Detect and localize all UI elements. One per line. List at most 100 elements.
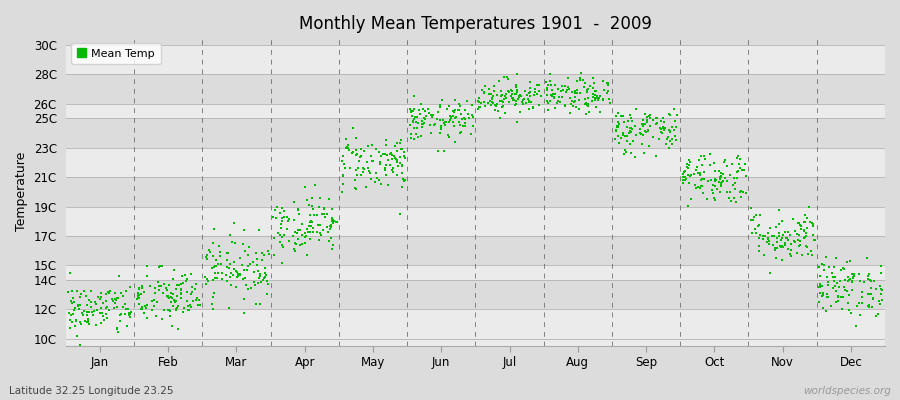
Point (690, 170, 705, 176)
Point (189, 280, 203, 287)
Point (837, 284, 851, 290)
Point (116, 292, 130, 299)
Point (69, 288, 84, 295)
Point (390, 156, 404, 163)
Point (783, 232, 797, 238)
Point (325, 206, 339, 212)
Point (693, 172, 707, 178)
Point (670, 137, 684, 143)
Point (706, 195, 721, 201)
Point (516, 96, 530, 103)
Point (789, 231, 804, 237)
Point (122, 310, 136, 316)
Point (228, 266, 242, 272)
Point (209, 256, 223, 263)
Point (241, 244, 256, 250)
Point (634, 130, 648, 136)
Point (680, 161, 695, 168)
Point (572, 96, 586, 103)
Point (170, 304, 184, 311)
Point (149, 313, 164, 319)
Point (111, 295, 125, 301)
Point (220, 250, 235, 256)
Point (806, 232, 820, 238)
Point (800, 244, 814, 250)
Point (78, 318, 93, 324)
Point (797, 218, 812, 225)
Point (451, 107, 465, 113)
Point (110, 325, 124, 332)
Point (82, 321, 96, 328)
Point (274, 218, 289, 225)
Point (230, 272, 245, 279)
Point (846, 274, 860, 280)
Point (828, 274, 842, 281)
Point (866, 294, 880, 301)
Point (294, 232, 309, 238)
Point (589, 88, 603, 94)
Point (511, 94, 526, 100)
Point (210, 275, 224, 281)
Point (580, 102, 594, 108)
Point (337, 173, 351, 180)
Point (731, 152, 745, 159)
Point (766, 242, 780, 248)
Point (634, 141, 649, 148)
Point (135, 282, 149, 289)
Point (747, 226, 761, 232)
Point (527, 92, 542, 98)
Point (402, 106, 417, 112)
Point (443, 117, 457, 124)
Point (354, 172, 368, 178)
Point (248, 301, 263, 308)
Point (415, 124, 429, 130)
Point (838, 287, 852, 294)
Point (477, 90, 491, 96)
Point (338, 144, 353, 151)
Point (277, 214, 292, 220)
Point (843, 310, 858, 316)
Point (298, 240, 312, 246)
Point (653, 126, 668, 132)
Point (94, 305, 109, 312)
Point (90, 306, 104, 313)
Point (132, 292, 147, 298)
Point (147, 297, 161, 303)
Point (813, 280, 827, 287)
Point (739, 172, 753, 179)
Point (562, 95, 577, 101)
Point (596, 78, 610, 85)
Point (410, 124, 424, 131)
Point (145, 298, 159, 304)
Point (202, 248, 217, 255)
Point (786, 216, 800, 222)
Point (313, 231, 328, 238)
Point (135, 306, 149, 312)
Point (655, 130, 670, 136)
Point (348, 167, 363, 173)
Point (385, 156, 400, 162)
Point (274, 221, 288, 227)
Point (227, 259, 241, 266)
Point (379, 172, 393, 178)
Point (664, 124, 679, 130)
Point (68, 318, 83, 324)
Point (414, 101, 428, 108)
Point (485, 96, 500, 103)
Point (820, 291, 834, 298)
Point (230, 271, 245, 277)
Point (137, 289, 151, 295)
Point (240, 263, 255, 270)
Point (162, 295, 176, 301)
Point (862, 276, 877, 283)
Point (68, 305, 82, 312)
Point (821, 294, 835, 300)
Point (310, 229, 325, 235)
Point (482, 91, 496, 97)
Point (510, 89, 525, 95)
Point (232, 271, 247, 278)
Point (694, 153, 708, 159)
Point (170, 282, 184, 288)
Point (110, 303, 124, 310)
Point (444, 113, 458, 120)
